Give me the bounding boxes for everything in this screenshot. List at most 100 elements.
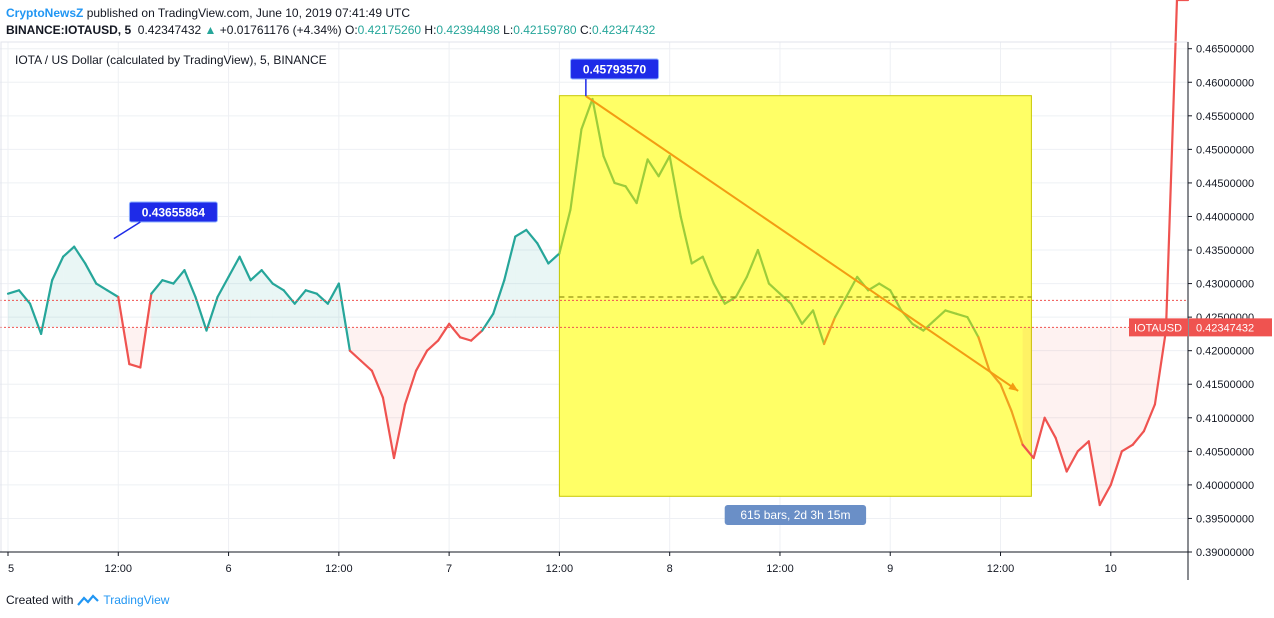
left-peak-label[interactable]: 0.43655864: [128, 201, 218, 223]
price-segment: [315, 292, 329, 305]
area-segment: [1143, 327, 1155, 432]
area-segment: [1066, 327, 1078, 472]
change-value: +0.01761176 (+4.34%): [219, 23, 342, 37]
peak-price-label-bg: [570, 58, 660, 80]
up-arrow-icon: ▲: [204, 23, 217, 37]
area-segment: [1121, 327, 1133, 452]
price-segment: [1087, 440, 1101, 507]
price-segment: [745, 248, 760, 278]
trend-arrow[interactable]: [585, 95, 1019, 392]
price-segment: [800, 309, 815, 325]
area-segment: [427, 327, 439, 351]
price-segment: [1043, 416, 1057, 440]
price-segment: [756, 248, 771, 285]
price-segment: [183, 269, 197, 299]
area-segment: [162, 280, 174, 328]
price-segment: [128, 363, 142, 369]
y-tick-label: 0.45500000: [1196, 111, 1254, 123]
area-segment: [1077, 327, 1089, 452]
x-tick-label: 12:00: [987, 563, 1015, 575]
area-segment: [19, 290, 31, 328]
price-segment: [679, 215, 693, 265]
x-tick-label: 9: [887, 563, 893, 575]
area-segment: [416, 327, 428, 371]
price-segment: [39, 279, 54, 336]
price-segment: [646, 158, 660, 178]
price-segment: [359, 359, 374, 372]
price-segment: [1010, 409, 1024, 446]
price-segment: [613, 181, 627, 188]
peak-price-label[interactable]: 0.45793570: [570, 58, 660, 80]
price-segment: [28, 302, 43, 336]
price-segment: [922, 319, 936, 332]
price-segment: [150, 279, 164, 295]
price-segment: [227, 255, 241, 278]
price-segment: [205, 295, 219, 332]
area-segment: [515, 229, 527, 328]
price-segment: [999, 383, 1013, 413]
price-segment: [668, 154, 682, 218]
y-tick-label: 0.40000000: [1196, 480, 1254, 492]
x-tick-label: 8: [667, 563, 673, 575]
y-tick-label: 0.44000000: [1196, 211, 1254, 223]
price-segment: [701, 255, 715, 285]
price-segment: [403, 369, 418, 406]
price-segment: [944, 309, 958, 315]
highlight-rectangle[interactable]: [558, 95, 1032, 497]
price-segment: [536, 242, 550, 265]
price-segment: [271, 282, 285, 292]
price-segment: [1109, 450, 1123, 486]
area-segment: [1044, 327, 1056, 438]
x-tick-label: 12:00: [546, 563, 574, 575]
y-tick-label: 0.40500000: [1196, 446, 1254, 458]
area-segment: [1110, 327, 1122, 485]
price-segment: [1120, 443, 1134, 453]
close-value: 0.42347432: [591, 23, 656, 37]
last-price-name-bg: [1129, 318, 1188, 337]
symbol-label: BINANCE:IOTAUSD, 5: [6, 23, 132, 37]
area-segment: [1055, 327, 1067, 472]
area-segment: [371, 327, 383, 398]
area-segment: [360, 327, 372, 371]
price-segment: [569, 128, 583, 211]
tradingview-logo-icon: [77, 594, 100, 606]
area-segment: [449, 323, 461, 338]
price-segment: [1142, 403, 1157, 433]
y-tick-label: 0.44500000: [1196, 178, 1254, 190]
price-segment: [6, 289, 21, 295]
price-segment: [525, 228, 539, 245]
open-label: O:: [345, 23, 358, 37]
last-price-name: IOTAUSD: [1134, 322, 1182, 334]
area-segment: [63, 246, 75, 328]
price-segment: [1098, 483, 1112, 507]
brand-link[interactable]: CryptoNewsZ: [6, 6, 84, 20]
area-segment: [8, 290, 20, 328]
y-tick-label: 0.45000000: [1196, 144, 1254, 156]
price-segment: [293, 289, 307, 305]
measure-info-text: 615 bars, 2d 3h 15m: [740, 508, 850, 522]
annotation-labels[interactable]: 0.45793570 0.43655864 615 bars, 2d 3h 15m I…: [113, 58, 1272, 525]
area-segment: [107, 290, 119, 328]
price-segment: [106, 289, 120, 299]
x-tick-label: 6: [225, 563, 231, 575]
footer: Created with TradingView: [6, 592, 169, 608]
y-tick-label: 0.46500000: [1196, 44, 1254, 56]
y-tick-label: 0.42000000: [1196, 346, 1254, 358]
last-price-value-bg: [1189, 318, 1272, 337]
last-price-value: 0.42347432: [1196, 322, 1254, 334]
area-segment: [261, 270, 273, 328]
last-price-tag: IOTAUSD 0.42347432: [1129, 318, 1272, 337]
x-tick-label: 5: [8, 563, 14, 575]
price-segment: [1065, 450, 1079, 473]
area-segment: [1132, 327, 1144, 445]
price-segment: [734, 275, 748, 299]
price-segment: [811, 309, 826, 346]
price-segment: [238, 255, 252, 282]
price-segment: [624, 185, 638, 205]
price-segment: [249, 269, 263, 282]
price-segment: [73, 245, 87, 265]
tradingview-link[interactable]: TradingView: [103, 593, 170, 607]
price-segment: [514, 228, 528, 238]
area-segment: [96, 283, 108, 328]
